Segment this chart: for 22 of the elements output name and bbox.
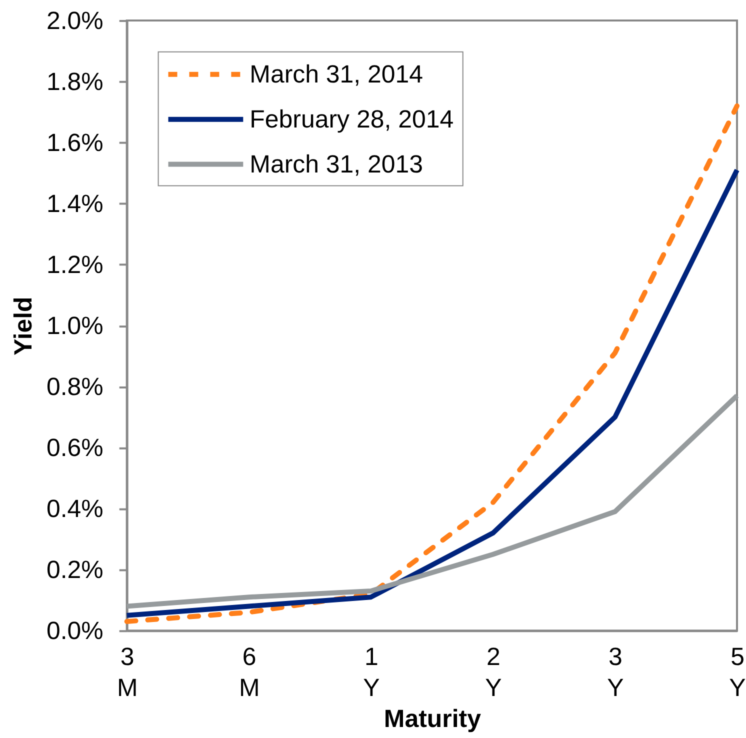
x-tick-label: 2 Y xyxy=(485,643,502,702)
x-tick-label: 3 M xyxy=(116,643,138,702)
x-tick-label: 3 Y xyxy=(607,643,624,702)
legend-label: February 28, 2014 xyxy=(250,105,454,134)
y-tick-label: 2.0% xyxy=(46,6,104,35)
y-tick-label: 1.8% xyxy=(46,68,104,96)
legend-label: March 31, 2014 xyxy=(250,60,424,88)
y-tick-label: 1.4% xyxy=(46,190,104,218)
y-tick-label: 0.0% xyxy=(46,617,104,646)
x-tick-label: 1 Y xyxy=(363,643,380,702)
y-tick-label: 0.8% xyxy=(46,373,104,402)
y-tick-label: 0.2% xyxy=(46,556,104,584)
y-tick-label: 0.4% xyxy=(46,495,104,524)
x-tick-label: 6 M xyxy=(238,643,260,702)
y-tick-label: 1.6% xyxy=(46,128,104,157)
y-axis-title: Yield xyxy=(9,296,38,356)
x-axis-title: Maturity xyxy=(384,705,482,734)
x-tick-label: 5 Y xyxy=(729,643,746,702)
y-tick-label: 0.6% xyxy=(46,434,104,462)
legend-label: March 31, 2013 xyxy=(250,150,424,178)
y-tick-label: 1.0% xyxy=(46,312,104,340)
y-tick-label: 1.2% xyxy=(46,251,104,280)
